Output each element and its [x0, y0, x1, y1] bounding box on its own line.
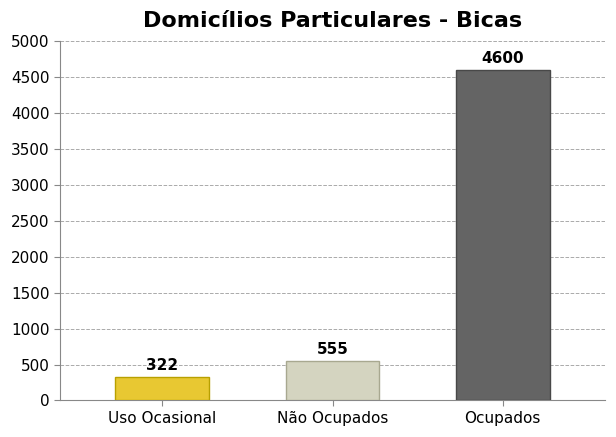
Text: 555: 555	[317, 342, 349, 357]
Bar	[286, 361, 379, 400]
Text: 322: 322	[146, 358, 179, 373]
Bar	[115, 377, 209, 400]
Bar	[456, 70, 549, 400]
Text: 4600: 4600	[482, 51, 524, 66]
Title: Domicílios Particulares - Bicas: Domicílios Particulares - Bicas	[143, 11, 522, 31]
